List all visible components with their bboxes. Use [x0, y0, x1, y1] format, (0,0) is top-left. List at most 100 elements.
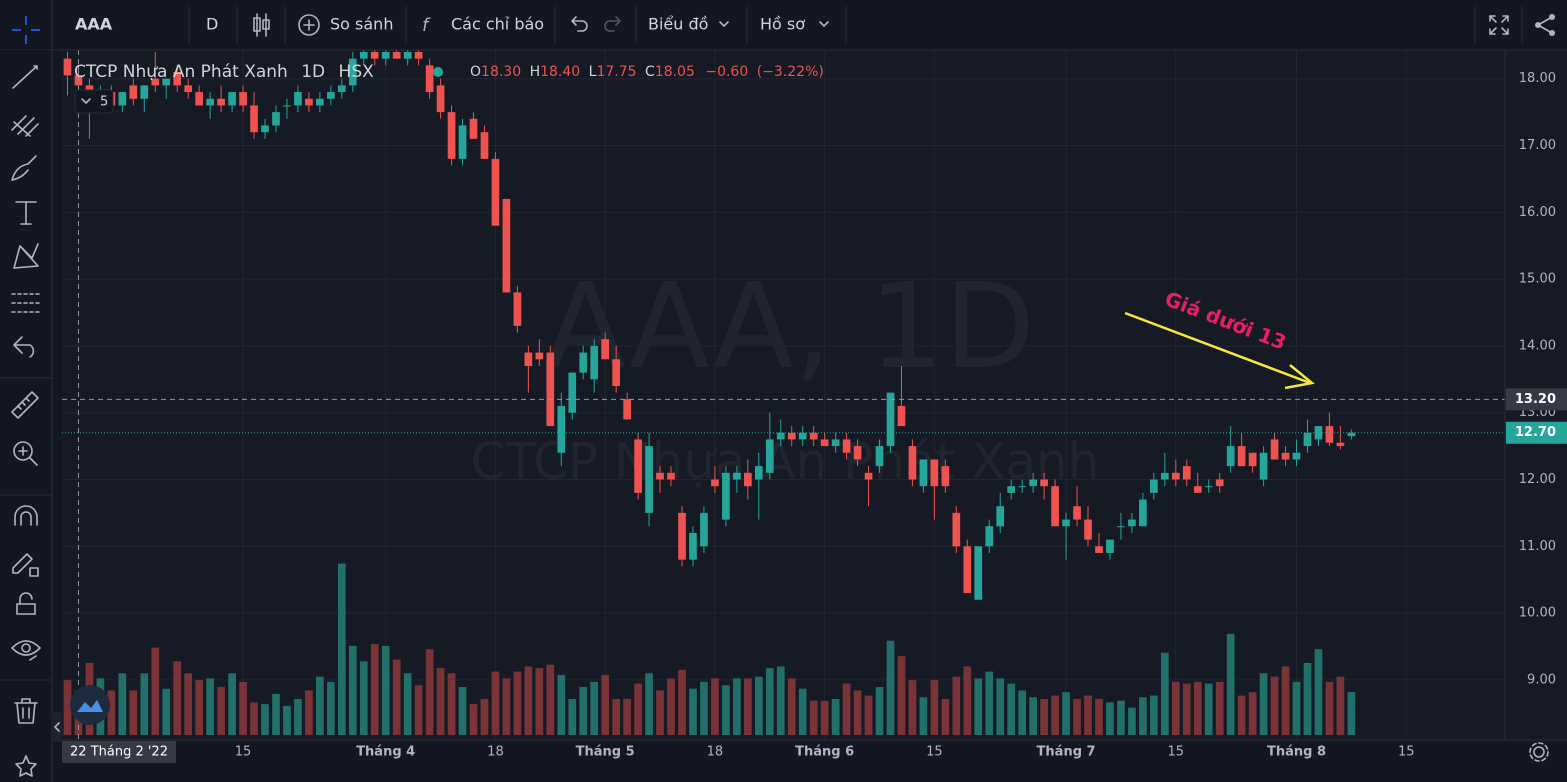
indicators-toggle[interactable] — [74, 89, 114, 114]
symbol-button[interactable]: AAA — [75, 15, 113, 34]
candle-body — [656, 472, 664, 480]
volume-bar — [513, 671, 522, 735]
watermark-symbol: AAA, 1D — [545, 257, 1035, 395]
ruler-tool[interactable] — [11, 391, 39, 419]
candle-body — [952, 512, 961, 547]
volume-bar — [1193, 681, 1202, 735]
indicators-button[interactable]: Các chỉ báo — [451, 15, 544, 34]
dropdown-icon — [719, 21, 729, 27]
candle-body — [1150, 479, 1158, 493]
change-percent: (−3.22%) — [757, 64, 824, 80]
crosshair-date-box — [62, 741, 176, 763]
logo-mark — [77, 700, 103, 712]
interval-button[interactable]: D — [206, 15, 218, 34]
zoom-tool[interactable] — [13, 441, 38, 466]
candle-body — [1007, 486, 1016, 493]
candle-body — [579, 352, 588, 373]
volume-bar — [568, 699, 577, 735]
candle-body — [601, 339, 610, 360]
last-price-label: 12.70 — [1515, 425, 1556, 440]
volume — [63, 563, 1356, 735]
favorites-tool[interactable] — [15, 755, 37, 777]
volume-bar — [1117, 700, 1125, 735]
volume-bar — [524, 666, 533, 735]
panel-toggle[interactable] — [52, 712, 62, 742]
undo-button[interactable] — [571, 16, 588, 32]
legend: CTCP Nhựa An Phát Xanh 1D HSX O18.30 H18… — [74, 62, 824, 114]
eye-pupil — [21, 643, 31, 653]
lock-drawing-tool[interactable] — [12, 553, 39, 577]
low-key: L — [589, 64, 597, 80]
volume-bar — [458, 687, 467, 735]
candle-body — [557, 406, 566, 453]
volume-bar — [678, 669, 686, 735]
lock-tool[interactable] — [16, 592, 36, 615]
chart-menu[interactable]: Biểu đồ — [648, 15, 708, 34]
candle-body — [239, 92, 247, 106]
prediction-tool[interactable] — [11, 293, 41, 313]
volume-bar — [250, 702, 258, 735]
volume-bar — [162, 688, 171, 735]
volume-bar — [173, 661, 182, 735]
volume-bar — [963, 666, 972, 735]
crosshair-tool[interactable] — [12, 16, 40, 44]
ohlc: O18.30 H18.40 L17.75 C18.05 −0.60 (−3.22… — [470, 64, 824, 80]
volume-bar — [283, 705, 291, 735]
volume-bar — [612, 699, 620, 735]
settings-button[interactable] — [1529, 742, 1549, 762]
delete-tool[interactable] — [14, 698, 38, 724]
candle-body — [590, 345, 599, 380]
volume-bar — [1095, 699, 1103, 735]
volume-bar — [941, 699, 950, 735]
candle-body — [436, 85, 445, 113]
left-toolbar-bg — [0, 50, 52, 782]
profile-menu[interactable]: Hồ sơ — [760, 15, 805, 34]
compare-button[interactable]: So sánh — [330, 15, 393, 34]
redo-button[interactable] — [604, 16, 621, 32]
top-toolbar-bg — [0, 0, 1567, 50]
candle-body — [327, 92, 335, 99]
x-tick-label: 15 — [1168, 745, 1185, 760]
volume-bar — [1259, 673, 1268, 735]
high-value: 18.40 — [540, 64, 580, 80]
trend-line-tool[interactable] — [12, 65, 38, 89]
fullscreen-button[interactable] — [1489, 15, 1509, 35]
share-button[interactable] — [1535, 14, 1555, 36]
candle-body — [612, 359, 620, 386]
candle-body — [217, 98, 225, 106]
candle-body — [206, 98, 214, 106]
text-tool[interactable] — [15, 201, 37, 225]
volume-bar — [272, 693, 280, 735]
watermark: AAA, 1D CTCP Nhựa An Phát Xanh — [471, 257, 1100, 490]
visibility-tool[interactable] — [11, 640, 41, 661]
compare-icon — [298, 14, 320, 36]
pattern-tool[interactable] — [13, 243, 39, 269]
volume-bar — [645, 673, 653, 735]
fib-tool[interactable] — [11, 115, 39, 137]
crosshair-price-label: 13.20 — [1515, 392, 1556, 407]
y-tick-label: 10.00 — [1519, 606, 1556, 621]
candle-body — [1336, 442, 1345, 447]
magnet-tool[interactable] — [14, 505, 38, 526]
candle-body — [623, 399, 631, 420]
volume-bar — [1347, 692, 1356, 735]
candle-body — [1347, 432, 1356, 437]
candle-body — [568, 372, 577, 413]
candle-body — [425, 65, 434, 93]
volume-bar — [864, 695, 873, 735]
volume-bar — [129, 690, 138, 735]
y-tick-label: 14.00 — [1519, 338, 1556, 353]
candle-body — [842, 439, 851, 453]
logo-circle — [70, 685, 110, 725]
volume-bar — [414, 685, 423, 735]
exchange: HSX — [339, 62, 375, 82]
volume-bar — [601, 675, 610, 735]
brush-tool[interactable] — [11, 155, 37, 181]
chart-type-button[interactable] — [253, 13, 270, 37]
candle-body — [1171, 472, 1180, 480]
volume-bar — [743, 678, 752, 735]
undo-tool[interactable] — [13, 336, 35, 358]
candle-body — [1084, 519, 1092, 540]
candle-body — [985, 526, 994, 547]
volume-bar — [316, 676, 324, 735]
